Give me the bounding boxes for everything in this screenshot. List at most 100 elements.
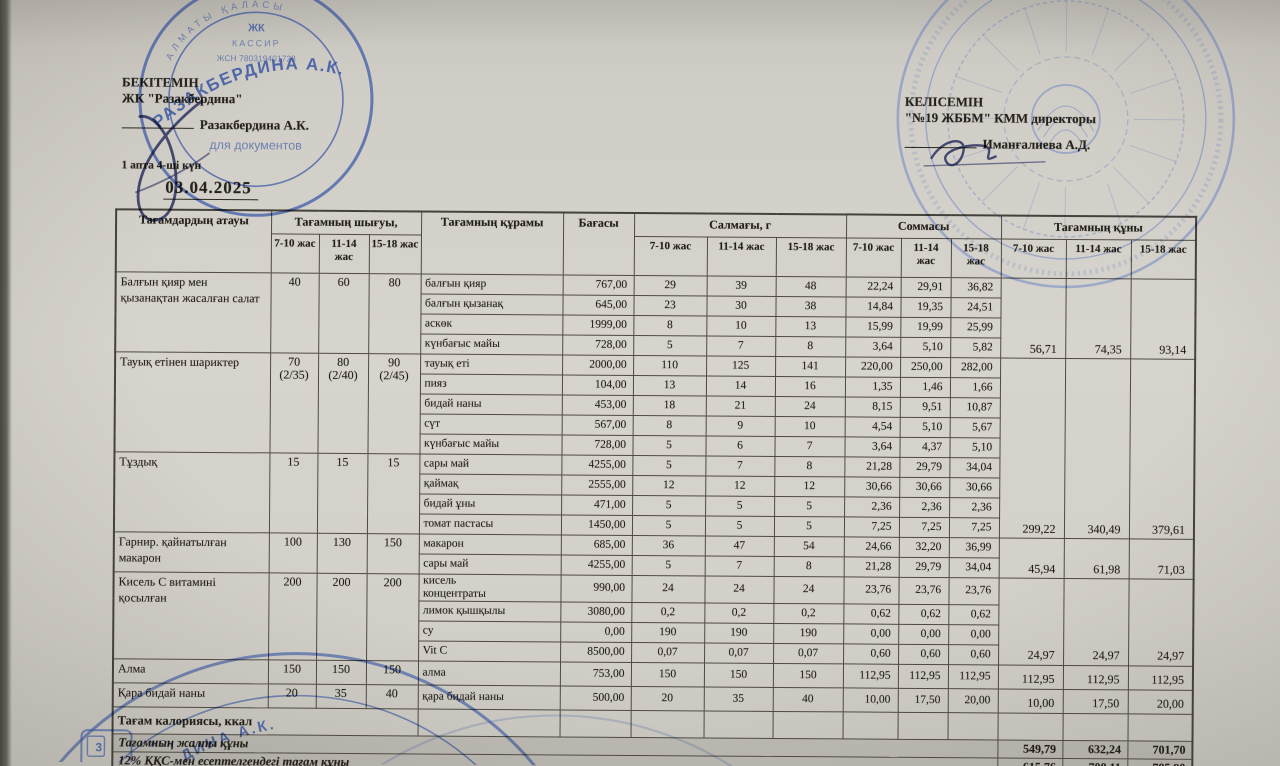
sum-cell: 0,60: [898, 644, 949, 665]
weight-cell: 9: [705, 415, 775, 437]
sum-cell: 20,00: [947, 688, 998, 713]
stamp-purpose-text: для документов: [209, 138, 302, 153]
ingredient-cell: қаймақ: [419, 473, 562, 495]
dish-name-cell: Тауық етінен шариктер: [114, 351, 271, 453]
sum-cell: 4,37: [899, 437, 950, 458]
weight-cell: 14: [705, 375, 776, 397]
sum-cell: 17,50: [897, 688, 948, 713]
cost-cell: 340,49: [1063, 358, 1131, 539]
weight-cell: 5: [632, 495, 706, 516]
sum-cell: 32,20: [898, 537, 949, 558]
sum-cell: 21,28: [843, 556, 899, 578]
weight-cell: 5: [631, 515, 706, 536]
weight-cell: 12: [705, 475, 775, 497]
sum-cell: 1,46: [899, 377, 951, 398]
weight-cell: 5: [632, 435, 706, 456]
cost-cell: 24,97: [998, 578, 1064, 666]
summary-value-cell: 615,76: [997, 757, 1063, 766]
price-cell: 471,00: [561, 494, 633, 516]
sum-cell: 7,25: [898, 517, 950, 538]
summary-value-cell: 701,70: [1127, 740, 1193, 760]
weight-cell: 24: [774, 396, 845, 417]
price-cell: 2555,00: [561, 474, 633, 496]
bottom-stamp-fragments-icon: ДИНА А.К. 3 ЖСН: [0, 652, 799, 766]
ingredient-cell: бидай наны: [419, 393, 562, 415]
sum-cell: 8,15: [844, 396, 900, 418]
sum-cell: 15,99: [845, 316, 901, 338]
ingredient-cell: кисель концентраты: [418, 573, 561, 602]
sum-cell: 5,67: [949, 417, 1000, 439]
output-cell: 15: [268, 452, 318, 534]
price-cell: 767,00: [562, 274, 634, 296]
summary-value-cell: 785,90: [1127, 758, 1193, 766]
output-cell: 90 (2/45): [367, 353, 421, 454]
weight-cell: 7: [774, 436, 845, 457]
state-seal-stamp-icon: [896, 0, 1236, 289]
sum-cell: 3,64: [844, 436, 900, 458]
col-header-ingredient: Тағамның құрамы: [420, 211, 564, 275]
weight-cell: 54: [773, 536, 844, 557]
weight-cell: 0,2: [704, 602, 774, 624]
col-header-weight: Салмағы, г: [634, 212, 847, 238]
ingredient-cell: аскөк: [420, 313, 563, 335]
output-cell: 150: [366, 533, 419, 574]
weight-cell: 0,2: [773, 603, 844, 624]
sum-cell: 34,04: [948, 557, 999, 579]
weight-cell: 7: [706, 335, 776, 357]
sum-cell: 30,66: [844, 476, 900, 498]
weight-cell: 5: [704, 515, 775, 537]
sum-cell: 1,35: [844, 376, 901, 398]
handwritten-signature-left-icon: [134, 99, 211, 222]
sum-cell: 0,00: [948, 624, 999, 645]
sum-cell: 10,87: [949, 397, 1000, 419]
weight-cell: 24: [631, 575, 705, 603]
weight-cell: 8: [774, 456, 845, 477]
ingredient-cell: сүт: [419, 413, 562, 435]
sum-cell: 3,64: [845, 336, 901, 358]
cost-cell: 17,50: [1062, 689, 1128, 714]
price-cell: 567,00: [561, 414, 633, 436]
age-col-header: 15-18 жас: [775, 237, 847, 277]
weight-cell: 29: [633, 275, 707, 296]
weight-cell: 0,2: [631, 602, 705, 623]
stamp-role-text: КАССИР: [232, 38, 281, 48]
price-cell: 3080,00: [560, 601, 632, 623]
weight-cell: 8: [632, 415, 706, 436]
sum-cell: 30,66: [899, 477, 950, 498]
cost-cell: 112,95: [1062, 665, 1129, 690]
weight-cell: 16: [774, 376, 846, 397]
sum-cell: [842, 711, 898, 740]
price-cell: 1450,00: [560, 514, 633, 536]
sum-cell: 5,82: [950, 337, 1001, 359]
price-cell: 728,00: [561, 434, 633, 456]
weight-cell: 36: [631, 535, 705, 556]
round-personal-stamp-icon: АЛМАТЫ ҚАЛАСЫ ЖК КАССИР ЖСН 780319401728…: [138, 0, 374, 217]
summary-value-cell: 549,79: [997, 739, 1063, 759]
ingredient-cell: сары май: [418, 553, 561, 575]
sum-cell: 220,00: [845, 356, 901, 378]
sum-cell: 0,62: [843, 603, 899, 625]
weight-cell: 21: [705, 395, 775, 417]
cost-cell: 20,00: [1127, 689, 1193, 715]
output-cell: 80 (2/40): [317, 353, 369, 454]
weight-cell: 24: [773, 576, 844, 604]
weight-cell: 24: [704, 575, 774, 604]
age-col-header: 7-10 жас: [633, 236, 708, 276]
sum-cell: 250,00: [900, 357, 951, 378]
weight-cell: 39: [706, 275, 776, 297]
sum-cell: 1,66: [949, 377, 1001, 399]
weight-cell: 5: [631, 555, 705, 576]
ingredient-cell: томат пастасы: [418, 513, 562, 535]
sum-cell: 30,66: [949, 477, 1000, 499]
output-cell: 130: [316, 533, 367, 574]
svg-text:РАЗАКБЕРДИНА А.К.: РАЗАКБЕРДИНА А.К.: [149, 53, 347, 133]
sum-cell: 5,10: [899, 417, 950, 438]
weight-cell: 5: [774, 496, 845, 517]
ingredient-cell: макарон: [418, 533, 561, 555]
weight-cell: 5: [632, 455, 706, 476]
sum-cell: 7,25: [843, 516, 900, 538]
col-header-price: Бағасы: [562, 212, 635, 276]
ingredient-cell: пияз: [419, 373, 563, 395]
weight-cell: 30: [706, 295, 776, 317]
sum-cell: [897, 712, 948, 740]
